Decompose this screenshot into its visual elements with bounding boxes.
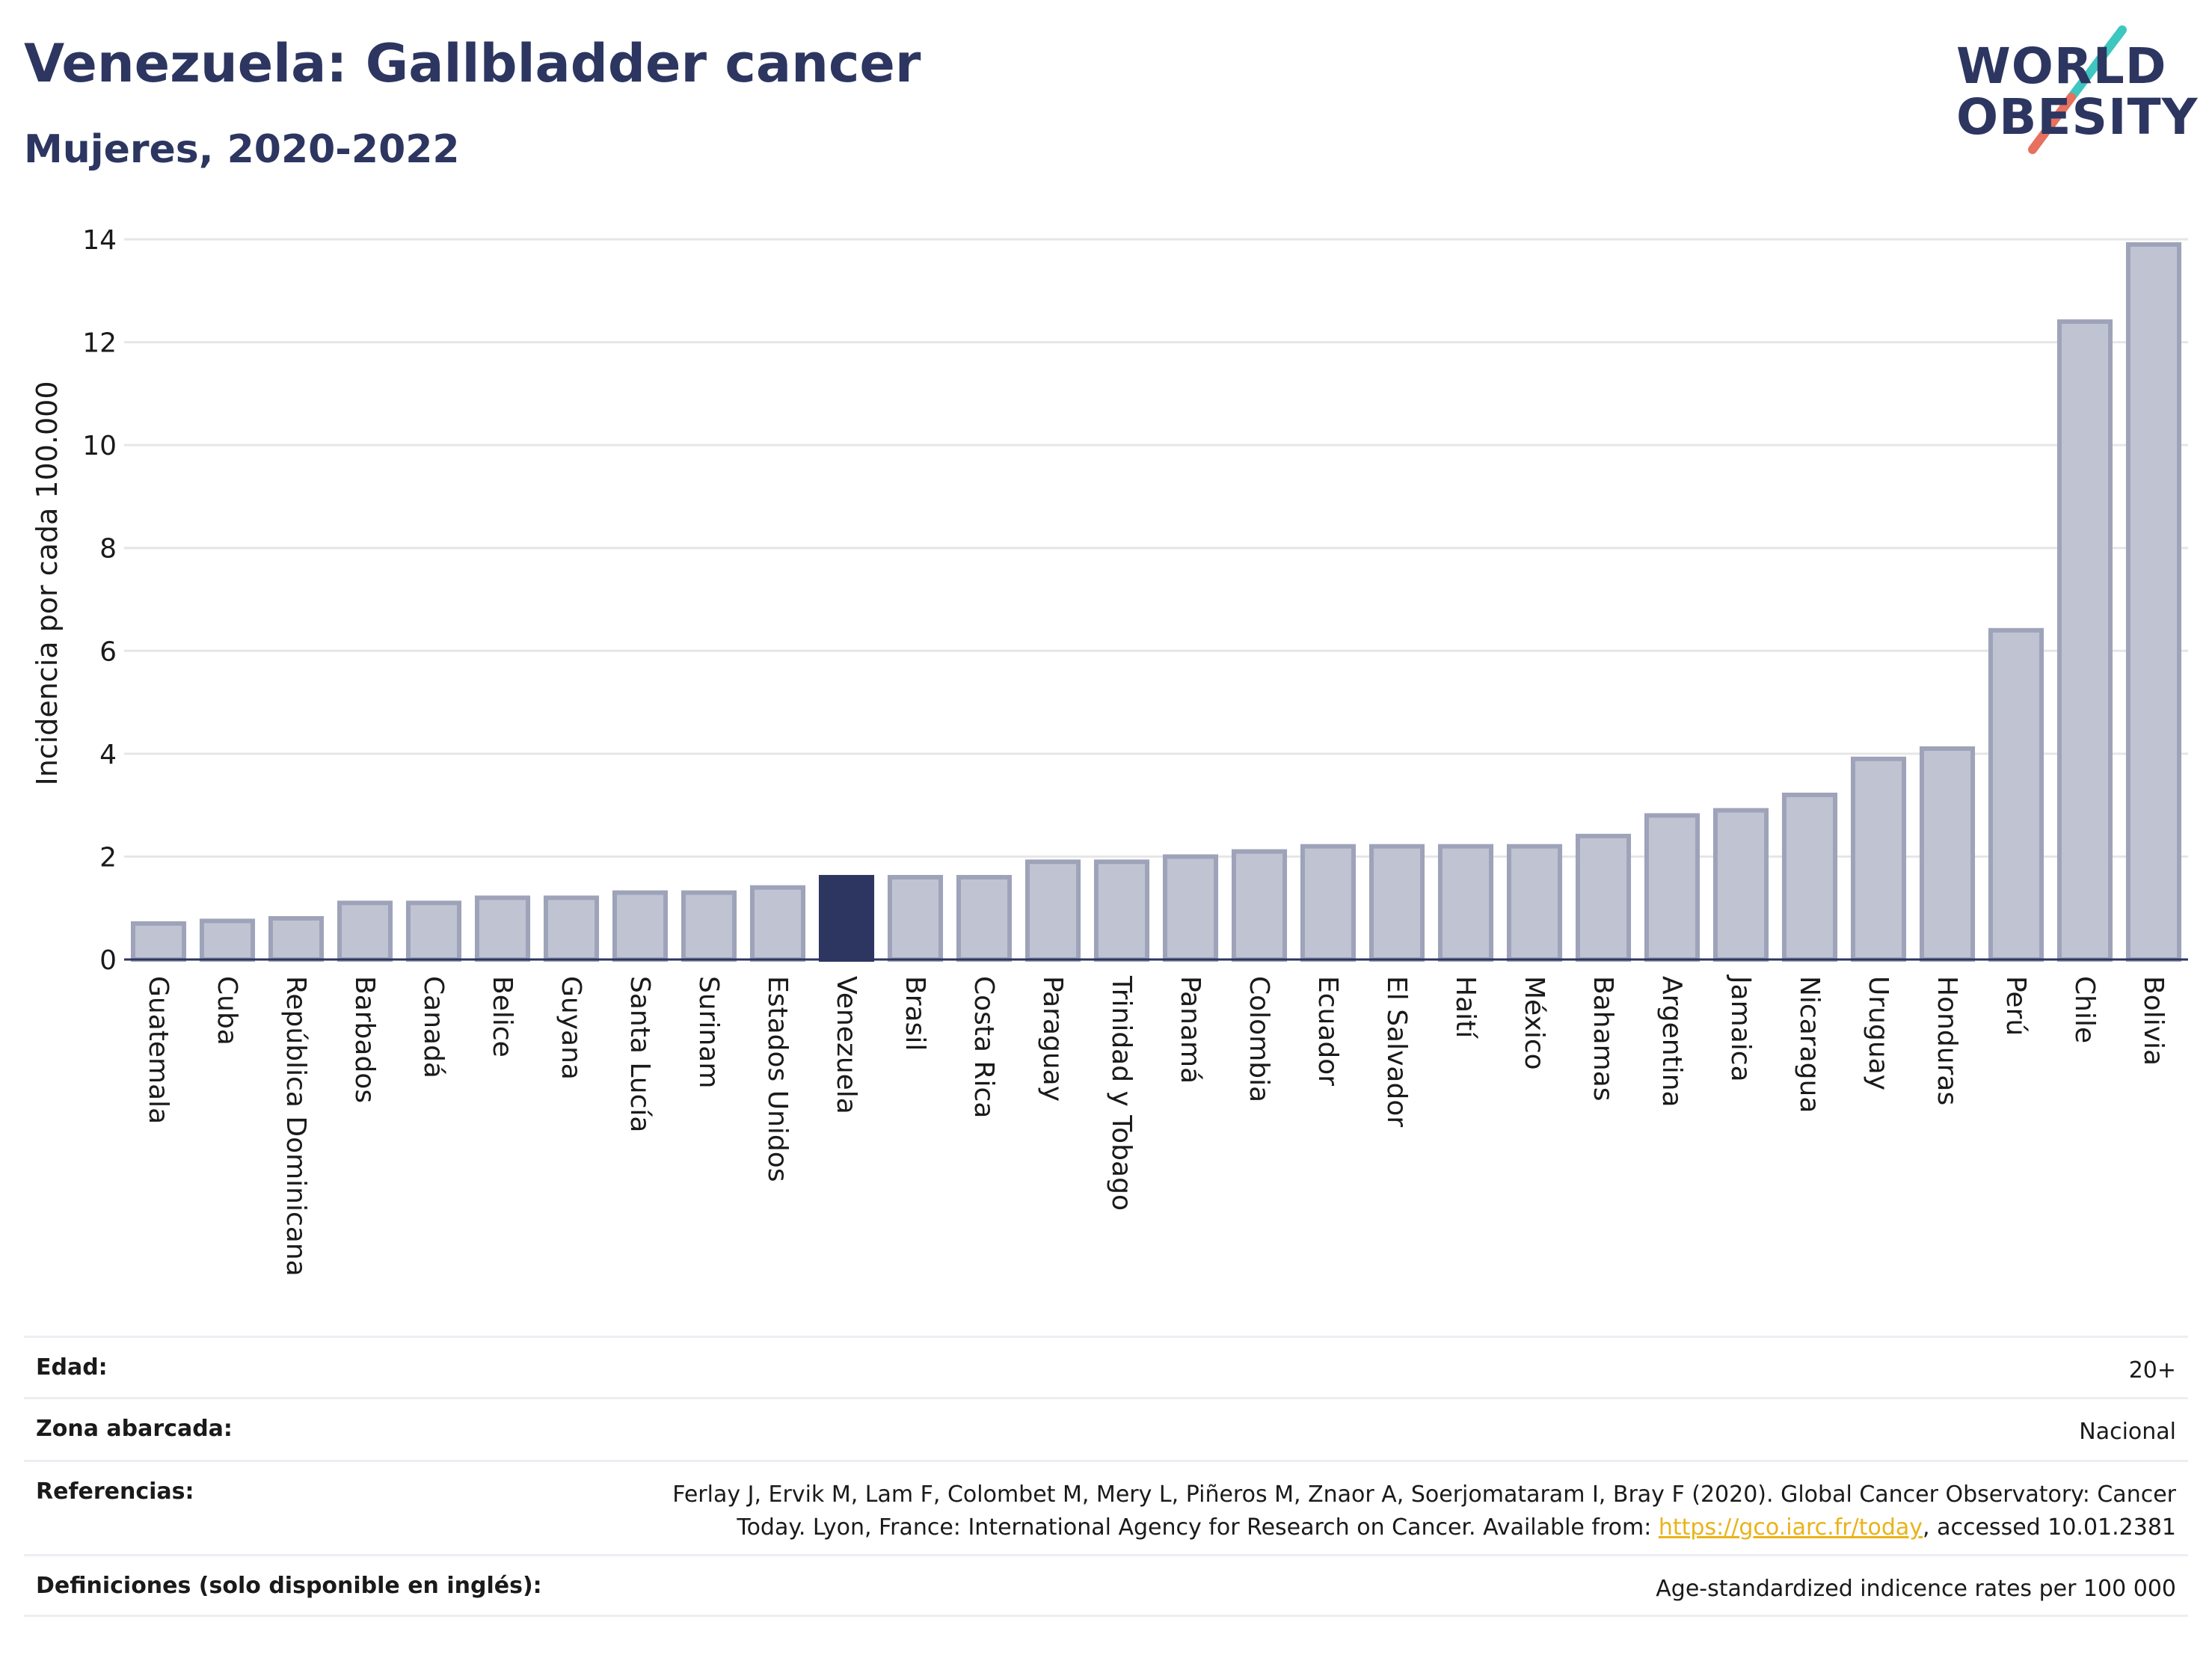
bar xyxy=(887,874,944,962)
x-tick-label: Guyana xyxy=(556,976,586,1080)
x-tick-label: Trinidad y Tobago xyxy=(1106,975,1137,1211)
x-tick-label: Uruguay xyxy=(1863,976,1893,1090)
x-tick-label: Jamaica xyxy=(1725,974,1756,1082)
bar xyxy=(681,890,737,962)
bar xyxy=(337,900,393,962)
logo-word-world: WORLD xyxy=(1956,37,2167,95)
x-tick-label: Costa Rica xyxy=(968,976,999,1118)
bar xyxy=(1437,844,1494,962)
bar xyxy=(956,874,1013,962)
meta-value-definitions: Age-standardized indicence rates per 100… xyxy=(1656,1576,2176,1602)
x-tick-label: Paraguay xyxy=(1037,976,1068,1102)
bar xyxy=(405,900,462,962)
x-tick-label: Surinam xyxy=(693,976,724,1088)
meta-label-age: Edad: xyxy=(36,1354,108,1381)
meta-row-references: Referencias: Ferlay J, Ervik M, Lam F, C… xyxy=(24,1460,2188,1554)
x-tick-label: Barbados xyxy=(349,976,380,1103)
metadata-table: Edad: 20+ Zona abarcada: Nacional Refere… xyxy=(24,1336,2188,1617)
x-tick-label: Canadá xyxy=(418,976,449,1078)
x-tick-label: Colombia xyxy=(1244,976,1274,1102)
x-tick-label: Cuba xyxy=(212,976,242,1045)
y-tick-label: 12 xyxy=(82,328,117,359)
meta-label-definitions: Definiciones (solo disponible en inglés)… xyxy=(36,1573,542,1599)
chart-title: Venezuela: Gallbladder cancer xyxy=(24,33,921,94)
meta-row-area: Zona abarcada: Nacional xyxy=(24,1397,2188,1460)
bar xyxy=(543,895,600,962)
x-tick-label: Brasil xyxy=(900,976,930,1051)
x-tick-label: Perú xyxy=(2000,976,2031,1036)
logo-slash-icon xyxy=(2028,25,2127,154)
bar xyxy=(1850,756,1907,962)
x-tick-label: Venezuela xyxy=(831,976,861,1114)
x-tick-label: Honduras xyxy=(1932,976,1962,1105)
reference-link[interactable]: https://gco.iarc.fr/today xyxy=(1658,1514,1923,1541)
bar xyxy=(474,895,531,962)
chart-subtitle: Mujeres, 2020-2022 xyxy=(24,127,460,172)
meta-row-age: Edad: 20+ xyxy=(24,1336,2188,1397)
x-tick-label: Panamá xyxy=(1175,976,1205,1084)
y-tick-label: 4 xyxy=(99,740,117,770)
x-tick-label: Haití xyxy=(1450,976,1481,1039)
x-tick-label: Chile xyxy=(2069,976,2100,1043)
x-tick-label: El Salvador xyxy=(1381,976,1412,1127)
bar xyxy=(1093,859,1150,962)
y-tick-label: 14 xyxy=(82,225,117,256)
x-tick-label: Estados Unidos xyxy=(762,976,793,1182)
x-tick-label: Ecuador xyxy=(1312,976,1343,1086)
reference-line-2: Today. Lyon, France: International Agenc… xyxy=(737,1514,1659,1541)
bar xyxy=(1712,808,1769,962)
x-tick-label: Bolivia xyxy=(2138,976,2169,1066)
bar xyxy=(1300,844,1357,962)
y-tick-label: 0 xyxy=(99,945,117,976)
bar xyxy=(1162,854,1219,962)
bar xyxy=(268,915,325,962)
bar xyxy=(130,921,187,962)
bar xyxy=(2056,319,2113,962)
meta-label-references: Referencias: xyxy=(36,1479,194,1505)
x-tick-label: Guatemala xyxy=(143,976,173,1124)
logo-word-obesity: OBESITY xyxy=(1956,88,2199,146)
bar xyxy=(749,885,806,962)
x-tick-label: Nicaragua xyxy=(1794,976,1825,1113)
bar xyxy=(199,918,256,962)
meta-label-area: Zona abarcada: xyxy=(36,1416,233,1442)
y-tick-label: 6 xyxy=(99,636,117,667)
x-tick-label: Argentina xyxy=(1656,976,1687,1108)
bar xyxy=(1231,849,1288,962)
bar-chart: 0 2 4 6 8 10 12 14 Incidencia por cada 100.000 Gu… xyxy=(31,225,2188,1277)
bar xyxy=(1781,792,1838,962)
bar xyxy=(1644,813,1701,962)
reference-accessed: , accessed 10.01.2381 xyxy=(1923,1514,2176,1541)
meta-row-definitions: Definiciones (solo disponible en inglés)… xyxy=(24,1554,2188,1617)
bar xyxy=(1575,833,1632,962)
y-axis-label: Incidencia por cada 100.000 xyxy=(31,381,64,785)
y-tick-label: 8 xyxy=(99,534,117,565)
x-tick-label: Santa Lucía xyxy=(624,976,655,1132)
bar xyxy=(612,890,669,962)
bar xyxy=(1919,746,1976,962)
bar xyxy=(2125,242,2182,962)
bar xyxy=(818,874,875,962)
meta-value-references: Ferlay J, Ervik M, Lam F, Colombet M, Me… xyxy=(672,1479,2176,1544)
x-tick-label: República Dominicana xyxy=(280,976,311,1277)
bar xyxy=(1368,844,1425,962)
meta-value-age: 20+ xyxy=(2128,1357,2176,1384)
x-tick-label: México xyxy=(1519,976,1549,1070)
meta-value-area: Nacional xyxy=(2079,1419,2176,1445)
y-tick-label: 10 xyxy=(82,431,117,461)
bar xyxy=(1506,844,1563,962)
x-tick-label: Bahamas xyxy=(1588,976,1618,1102)
bar xyxy=(1988,627,2044,962)
x-tick-label: Belice xyxy=(487,976,517,1057)
reference-line-1: Ferlay J, Ervik M, Lam F, Colombet M, Me… xyxy=(672,1481,2176,1508)
world-obesity-logo: WORLD OBESITY xyxy=(1944,22,2199,157)
bar xyxy=(1024,859,1081,962)
y-tick-label: 2 xyxy=(99,842,117,873)
